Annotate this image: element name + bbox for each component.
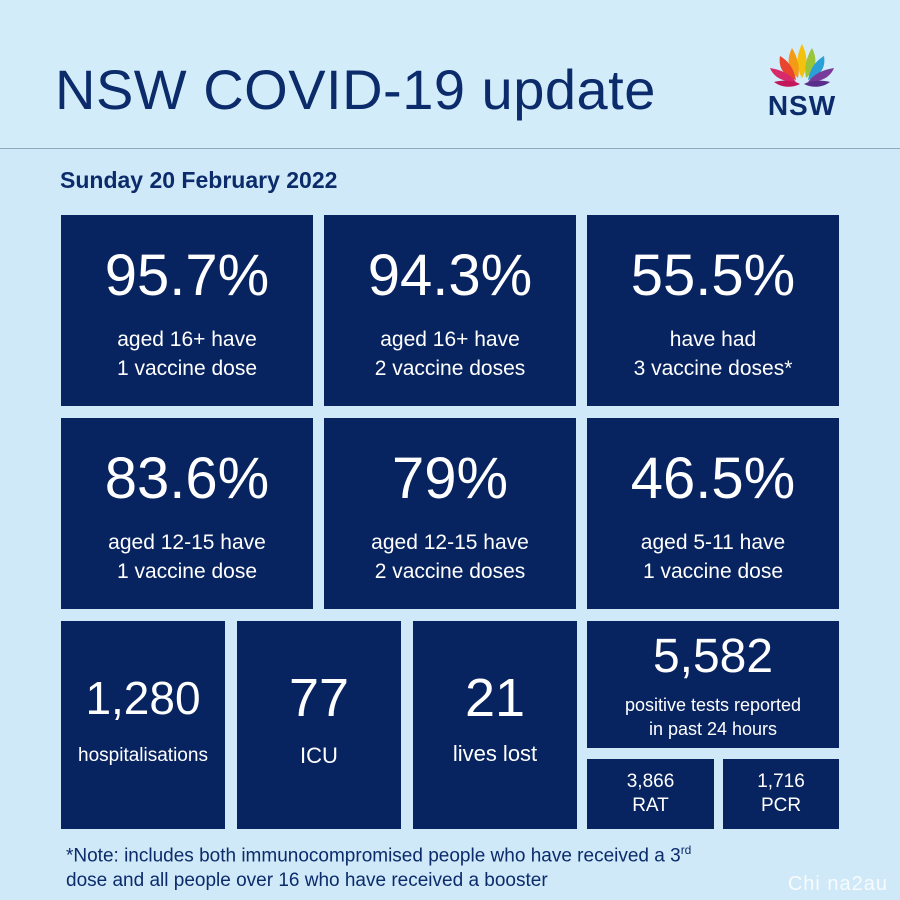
stat-label: ICU xyxy=(300,743,338,768)
stat-label-line: PCR xyxy=(760,795,802,816)
stat-value: 21 xyxy=(464,668,526,728)
stat-label-line2: in past 24 hours xyxy=(648,719,778,739)
stat-label-line2: 2 vaccine doses xyxy=(374,357,526,380)
stat-value: 5,582 xyxy=(652,630,774,683)
stat-label-line2: 1 vaccine dose xyxy=(642,560,784,583)
nsw-logo: NSW xyxy=(758,38,846,124)
stat-value: 83.6% xyxy=(104,446,270,511)
stat-label-line1: aged 16+ have xyxy=(117,328,257,351)
footnote-superscript: rd xyxy=(680,843,692,857)
page-title: NSW COVID-19 update xyxy=(55,58,656,121)
stat-label-line2: 3 vaccine doses* xyxy=(633,357,793,380)
stat-value: 3,866 xyxy=(626,771,675,792)
tile-vax-16-dose1: 95.7% aged 16+ have 1 vaccine dose xyxy=(61,215,313,406)
stat-value: 94.3% xyxy=(367,243,533,308)
stat-label: have had 3 vaccine doses* xyxy=(587,325,839,383)
stat-value: 1,280 xyxy=(85,672,201,724)
stat-value: 55.5% xyxy=(630,243,796,308)
tile-vax-12-15-dose1: 83.6% aged 12-15 have 1 vaccine dose xyxy=(61,418,313,609)
stat-label-line2: 1 vaccine dose xyxy=(116,357,258,380)
stat-label-line1: aged 12-15 have xyxy=(108,531,266,554)
stat-value: 46.5% xyxy=(630,446,796,511)
watermark: Chi na2au xyxy=(787,873,888,895)
stat-value: 1,716 xyxy=(757,771,805,792)
stat-label: aged 5-11 have 1 vaccine dose xyxy=(587,528,839,586)
stat-label-line: RAT xyxy=(632,795,669,816)
tile-positive-tests: 5,582 positive tests reported in past 24… xyxy=(587,621,839,748)
tile-vax-5-11-dose1: 46.5% aged 5-11 have 1 vaccine dose xyxy=(587,418,839,609)
stat-value: 95.7% xyxy=(104,243,270,308)
logo-text: NSW xyxy=(767,90,837,121)
waratah-icon xyxy=(770,44,834,87)
footnote-line1: *Note: includes both immunocompromised p… xyxy=(66,845,681,867)
stat-label: positive tests reported in past 24 hours xyxy=(587,693,839,741)
stat-label: lives lost xyxy=(452,741,538,766)
report-date: Sunday 20 February 2022 xyxy=(60,167,338,193)
stat-label: 1,716 PCR xyxy=(723,770,839,818)
tile-vax-16-dose2: 94.3% aged 16+ have 2 vaccine doses xyxy=(324,215,576,406)
tile-rat: 3,866 RAT xyxy=(587,759,714,829)
stat-label-line1: aged 12-15 have xyxy=(371,531,529,554)
stat-value: 79% xyxy=(391,446,509,511)
stat-label-line1: have had xyxy=(669,328,757,351)
stat-label: aged 12-15 have 1 vaccine dose xyxy=(61,528,313,586)
stat-label-line2: 1 vaccine dose xyxy=(116,560,258,583)
stat-label: aged 16+ have 2 vaccine doses xyxy=(324,325,576,383)
stat-label-line1: aged 16+ have xyxy=(380,328,520,351)
footnote-line2: dose and all people over 16 who have rec… xyxy=(66,870,548,892)
stat-label: 3,866 RAT xyxy=(587,770,714,818)
stat-label-line1: positive tests reported xyxy=(624,695,802,715)
header-bar: NSW COVID-19 update NSW xyxy=(0,0,900,149)
tile-vax-dose3: 55.5% have had 3 vaccine doses* xyxy=(587,215,839,406)
tile-lives-lost: 21 lives lost xyxy=(413,621,577,829)
tile-hospitalisations: 1,280 hospitalisations xyxy=(61,621,225,829)
footnote: *Note: includes both immunocompromised p… xyxy=(66,838,866,893)
tile-pcr: 1,716 PCR xyxy=(723,759,839,829)
stat-label: hospitalisations xyxy=(78,745,208,766)
tile-icu: 77 ICU xyxy=(237,621,401,829)
tile-vax-12-15-dose2: 79% aged 12-15 have 2 vaccine doses xyxy=(324,418,576,609)
stat-label: aged 16+ have 1 vaccine dose xyxy=(61,325,313,383)
stat-label-line1: aged 5-11 have xyxy=(640,531,786,554)
stat-value: 77 xyxy=(288,668,350,728)
stat-label-line2: 2 vaccine doses xyxy=(374,560,526,583)
stat-label: aged 12-15 have 2 vaccine doses xyxy=(324,528,576,586)
